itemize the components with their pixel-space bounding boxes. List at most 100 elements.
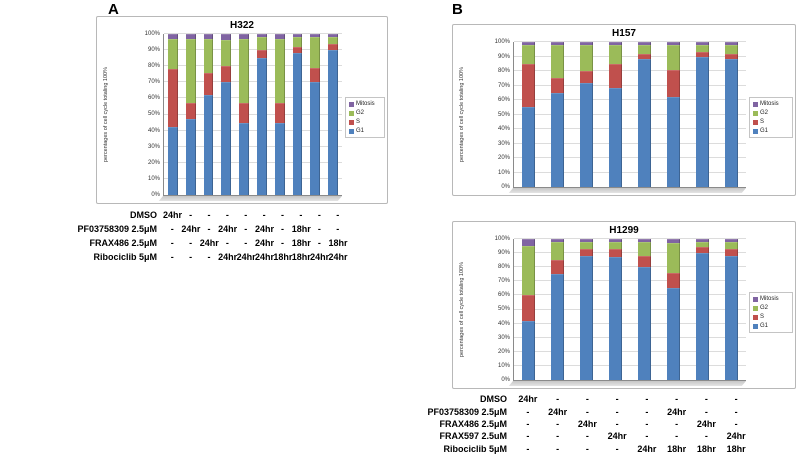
treatment-value: 18hr <box>328 238 348 248</box>
gridline <box>514 266 746 268</box>
y-axis-title: percentages of cell cycle totaling 100% <box>99 34 113 201</box>
stacked-bar <box>608 42 623 187</box>
bar-slot <box>306 34 324 195</box>
bar-segment-g2 <box>256 37 267 51</box>
bar-segment-g1 <box>550 92 565 187</box>
treatment-value: 24hr <box>667 406 687 417</box>
treatment-value: - <box>189 238 193 248</box>
treatment-value: - <box>585 406 589 417</box>
treatment-label: PF03758309 2.5μM <box>77 224 157 234</box>
treatment-label: FRAX486 2.5μM <box>89 238 157 248</box>
bar-segment-s <box>724 248 739 256</box>
treatment-value: 24hr <box>637 443 657 454</box>
stacked-bar <box>695 42 710 187</box>
bar-segment-s <box>292 46 303 54</box>
bar-slot <box>601 42 630 187</box>
treatment-value: - <box>526 443 530 454</box>
y-tick-label: 100% <box>144 31 160 37</box>
bar-segment-s <box>550 78 565 93</box>
bar-segment-mitosis <box>256 34 267 38</box>
stacked-bar <box>579 42 594 187</box>
gridline <box>164 97 342 99</box>
treatment-value: - <box>585 394 589 405</box>
y-tick-label: 100% <box>494 236 510 242</box>
bar-segment-s <box>274 103 285 123</box>
bar-segment-g2 <box>239 38 249 104</box>
treatment-value: - <box>704 394 708 405</box>
y-axis-title-text: percentages of cell cycle totaling 100% <box>103 66 109 163</box>
legend-label: Mitosis <box>760 101 779 107</box>
treatment-label: DMSO <box>480 394 507 405</box>
bar-segment-mitosis <box>579 239 594 242</box>
bar-segment-mitosis <box>521 42 536 45</box>
y-tick-label: 20% <box>147 159 160 166</box>
bar-segment-g2 <box>695 241 710 248</box>
bar-segment-mitosis <box>203 34 214 39</box>
treatment-label: Ribociclib 5μM <box>93 252 157 262</box>
bar-segment-s <box>579 71 594 83</box>
stacked-bar <box>579 239 594 380</box>
legend-swatch-g2 <box>349 110 354 116</box>
gridline <box>514 171 746 173</box>
legend-label: G2 <box>760 110 769 116</box>
bar-segment-mitosis <box>221 34 232 41</box>
legend-swatch-s <box>753 314 758 320</box>
gridline <box>514 308 746 310</box>
bar-segment-s <box>579 248 594 256</box>
legend-swatch-g1 <box>349 128 354 134</box>
stacked-bar <box>185 34 196 195</box>
treatment-value: - <box>734 406 738 417</box>
y-axis-title-text: percentages of cell cycle totaling 100% <box>459 261 465 358</box>
gridline <box>514 128 746 129</box>
treatment-value: - <box>244 238 248 248</box>
treatment-value: - <box>189 252 193 262</box>
legend-swatch-s <box>753 119 758 125</box>
treatment-value: 24hr <box>696 418 716 429</box>
bar-segment-g2 <box>203 38 214 73</box>
y-tick-label: 0% <box>501 376 510 383</box>
treatment-value: 24hr <box>726 431 746 442</box>
bar-slot <box>688 239 717 380</box>
stacked-bar <box>637 42 652 187</box>
y-tick-label: 30% <box>147 143 160 150</box>
gridline <box>514 336 746 338</box>
gridline <box>514 113 746 115</box>
stacked-bar <box>666 42 681 187</box>
bar-slot <box>200 34 218 195</box>
treatment-value: - <box>675 418 679 429</box>
treatment-value: - <box>675 394 679 405</box>
bar-segment-g2 <box>695 44 710 53</box>
gridline <box>164 177 342 179</box>
bar-segment-g2 <box>637 241 652 256</box>
bar-segment-g1 <box>608 88 623 187</box>
treatment-value: - <box>585 443 589 454</box>
legend-label: S <box>356 119 361 125</box>
chart-h322: H322 percentages of cell cycle totaling 1… <box>96 16 388 204</box>
bar-segment-mitosis <box>274 34 285 39</box>
bar-segment-g2 <box>292 37 303 47</box>
y-tick-label: 20% <box>497 155 510 161</box>
legend-swatch-s <box>349 119 354 125</box>
bar-segment-g1 <box>637 267 652 380</box>
treatment-value: - <box>299 210 303 220</box>
stacked-bar <box>203 34 214 195</box>
bar-segment-s <box>550 260 565 275</box>
treatment-value: - <box>645 418 649 429</box>
y-tick-label: 0% <box>151 191 160 198</box>
treatment-value: 24hr <box>163 210 183 220</box>
treatment-value: - <box>615 406 619 417</box>
chart-floor <box>158 196 342 201</box>
bar-segment-g1 <box>221 82 232 195</box>
bar-slot <box>514 42 543 187</box>
treatment-value: 24hr <box>236 252 256 262</box>
bars-layer <box>514 239 746 380</box>
y-tick-label: 80% <box>497 264 510 271</box>
legend-item: G2 <box>753 305 789 311</box>
stacked-bar <box>256 34 267 195</box>
legend-label: G2 <box>760 305 769 311</box>
treatment-value: 24hr <box>607 431 627 442</box>
treatment-label: FRAX597 2.5uM <box>439 431 507 442</box>
treatment-value: - <box>207 224 211 234</box>
bar-segment-g1 <box>724 59 739 187</box>
legend-label: Mitosis <box>356 101 375 107</box>
